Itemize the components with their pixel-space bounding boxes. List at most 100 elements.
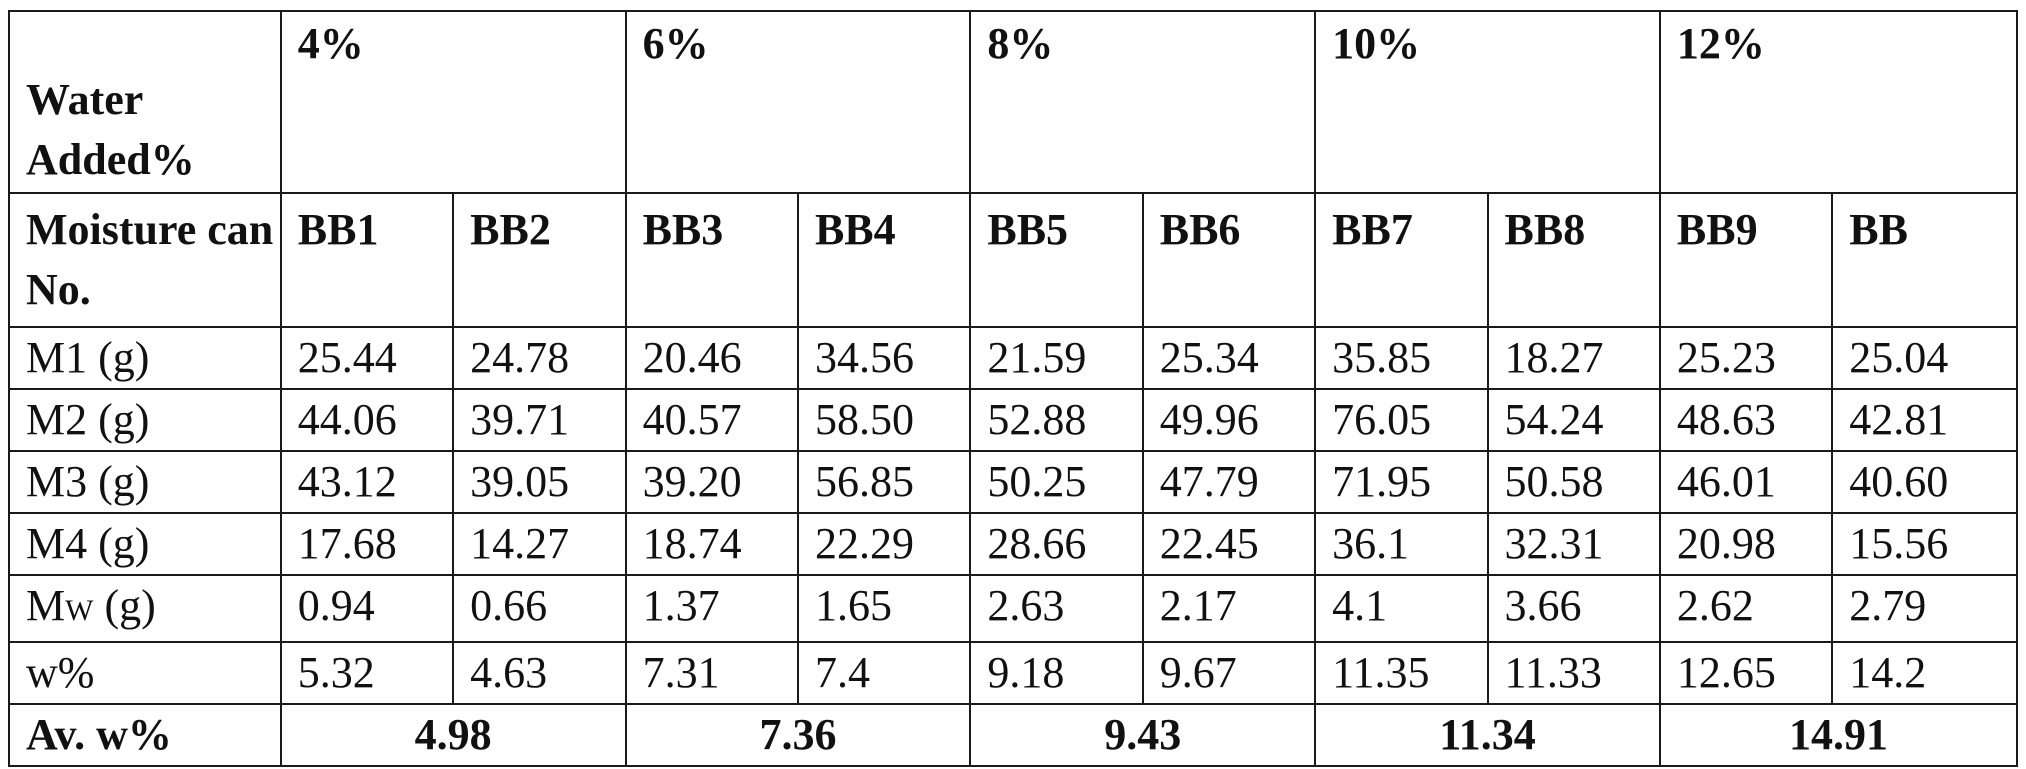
water-added-group-2: 6%	[624, 10, 972, 194]
moisture-can-cell: BB7	[1314, 192, 1489, 328]
table-cell: 24.78	[452, 326, 627, 390]
table-cell: 22.29	[796, 512, 972, 576]
table-cell: 35.85	[1314, 326, 1489, 390]
moisture-can-cell: BB5	[969, 192, 1144, 328]
average-row: Av. w% 4.98 7.36 9.43 11.34 14.91	[8, 703, 2019, 767]
table-cell: 47.79	[1141, 450, 1317, 514]
table-cell: 11.33	[1486, 641, 1661, 705]
water-added-group-1: 4%	[279, 10, 627, 194]
table-cell: 4.63	[452, 641, 627, 705]
table-cell: 21.59	[969, 326, 1144, 390]
table-cell: 40.57	[624, 388, 799, 452]
table-cell: 39.20	[624, 450, 799, 514]
row-label: M1 (g)	[8, 326, 282, 390]
row-label: M2 (g)	[8, 388, 282, 452]
moisture-can-cell: BB	[1831, 192, 2018, 328]
table-cell: 2.62	[1658, 574, 1834, 643]
table-cell: 1.65	[796, 574, 972, 643]
table-row: w% 5.32 4.63 7.31 7.4 9.18 9.67 11.35 11.33 12.65…	[8, 641, 2018, 705]
table-cell: 42.81	[1831, 388, 2018, 452]
table-cell: 20.98	[1658, 512, 1834, 576]
table-cell: 54.24	[1486, 388, 1661, 452]
table-cell: 39.05	[452, 450, 627, 514]
water-added-group-5: 12%	[1658, 10, 2019, 194]
average-value: 11.34	[1314, 703, 1661, 767]
table-cell: 43.12	[279, 450, 455, 514]
table-row: M3 (g) 43.12 39.05 39.20 56.85 50.25 47.79 71.9…	[8, 450, 2018, 514]
table-cell: 0.94	[279, 574, 455, 643]
table-cell: 1.37	[624, 574, 799, 643]
average-value: 14.91	[1658, 703, 2019, 767]
average-value: 4.98	[279, 703, 627, 767]
table-cell: 2.17	[1141, 574, 1317, 643]
table-cell: 18.27	[1486, 326, 1661, 390]
row-label-unit: (g)	[93, 581, 156, 630]
table-cell: 58.50	[796, 388, 972, 452]
table-cell: 11.35	[1314, 641, 1489, 705]
table-cell: 40.60	[1831, 450, 2018, 514]
table-cell: 76.05	[1314, 388, 1489, 452]
table-cell: 56.85	[796, 450, 972, 514]
table-row: M2 (g) 44.06 39.71 40.57 58.50 52.88 49.96 76.0…	[8, 388, 2018, 452]
moisture-can-label: Moisture can No.	[8, 192, 282, 328]
moisture-can-cell: BB4	[796, 192, 972, 328]
header-row: Water Added% 4% 6% 8% 10% 12%	[8, 10, 2019, 194]
average-label: Av. w%	[8, 703, 282, 767]
table-cell: 48.63	[1658, 388, 1834, 452]
table-cell: 25.04	[1831, 326, 2018, 390]
table-cell: 14.27	[452, 512, 627, 576]
table-cell: 28.66	[969, 512, 1144, 576]
moisture-can-row: Moisture can No. BB1 BB2 BB3 BB4 BB5 BB6 BB7 BB8…	[8, 192, 2018, 328]
row-label-subscript: W	[65, 594, 94, 627]
table-cell: 32.31	[1486, 512, 1661, 576]
table-cell: 14.2	[1831, 641, 2018, 705]
water-added-group-4: 10%	[1314, 10, 1661, 194]
row-label: M4 (g)	[8, 512, 282, 576]
table-cell: 25.44	[279, 326, 455, 390]
row-label: MW (g)	[8, 574, 282, 643]
table-cell: 7.4	[796, 641, 972, 705]
table-cell: 39.71	[452, 388, 627, 452]
table-cell: 36.1	[1314, 512, 1489, 576]
average-value: 9.43	[969, 703, 1317, 767]
table-cell: 9.67	[1141, 641, 1317, 705]
moisture-can-cell: BB9	[1658, 192, 1834, 328]
moisture-can-cell: BB2	[452, 192, 627, 328]
average-value: 7.36	[624, 703, 972, 767]
table-cell: 7.31	[624, 641, 799, 705]
table-cell: 34.56	[796, 326, 972, 390]
table-row: M4 (g) 17.68 14.27 18.74 22.29 28.66 22.45 36.1…	[8, 512, 2018, 576]
moisture-can-cell: BB6	[1141, 192, 1317, 328]
table-cell: 2.63	[969, 574, 1144, 643]
table-cell: 18.74	[624, 512, 799, 576]
moisture-can-cell: BB8	[1486, 192, 1661, 328]
moisture-can-cell: BB1	[279, 192, 455, 328]
table-cell: 4.1	[1314, 574, 1489, 643]
table-cell: 22.45	[1141, 512, 1317, 576]
table-cell: 5.32	[279, 641, 455, 705]
table-cell: 2.79	[1831, 574, 2018, 643]
row-label: w%	[8, 641, 282, 705]
table-cell: 49.96	[1141, 388, 1317, 452]
table-row: M1 (g) 25.44 24.78 20.46 34.56 21.59 25.34 35.8…	[8, 326, 2018, 390]
water-added-label: Water Added%	[8, 10, 282, 194]
table-cell: 15.56	[1831, 512, 2018, 576]
row-label-main: M	[26, 581, 66, 630]
row-label: M3 (g)	[8, 450, 282, 514]
table-cell: 44.06	[279, 388, 455, 452]
table-cell: 46.01	[1658, 450, 1834, 514]
table-cell: 20.46	[624, 326, 799, 390]
table-cell: 52.88	[969, 388, 1144, 452]
table-cell: 71.95	[1314, 450, 1489, 514]
table-cell: 9.18	[969, 641, 1144, 705]
table-row: MW (g) 0.94 0.66 1.37 1.65 2.63 2.17 4.1 3.66 2.6…	[8, 574, 2018, 643]
table-cell: 12.65	[1658, 641, 1834, 705]
moisture-can-cell: BB3	[624, 192, 799, 328]
table-cell: 25.23	[1658, 326, 1834, 390]
water-added-group-3: 8%	[969, 10, 1317, 194]
table-cell: 0.66	[452, 574, 627, 643]
table-cell: 25.34	[1141, 326, 1317, 390]
moisture-content-table-wrapper: Water Added% 4% 6% 8% 10% 12% Moisture can No…	[8, 10, 2019, 767]
table-cell: 3.66	[1486, 574, 1661, 643]
table-cell: 17.68	[279, 512, 455, 576]
